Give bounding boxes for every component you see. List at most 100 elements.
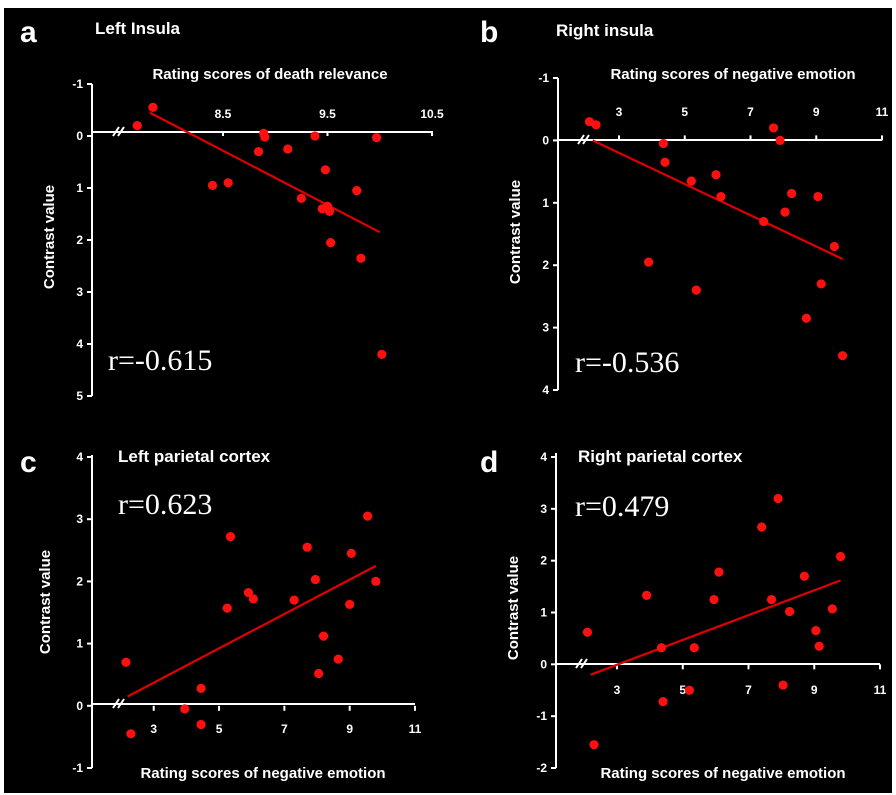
data-point — [121, 657, 131, 667]
y-tick-label: 2 — [76, 233, 83, 247]
panel-c-y-ticks: -1 0 1 2 3 4 — [72, 450, 92, 775]
y-tick-label: -1 — [538, 71, 549, 85]
panel-c-letter: c — [20, 446, 37, 479]
data-point — [324, 206, 335, 216]
panel-d-y-axis-title: Contrast value — [505, 556, 522, 660]
data-point — [372, 132, 382, 143]
y-tick-label: 5 — [76, 389, 83, 403]
panel-b-points — [584, 117, 848, 361]
data-point — [827, 604, 837, 614]
panel-c-x-ticks: 3 5 7 9 11 — [150, 705, 422, 736]
data-point — [644, 257, 654, 267]
y-tick-label: 3 — [540, 502, 547, 516]
data-point — [658, 138, 668, 149]
panel-a-x-ticks: 8.5 9.5 10.5 — [215, 107, 444, 136]
data-point — [222, 603, 232, 613]
data-point — [333, 654, 343, 664]
data-point — [658, 697, 668, 707]
data-point — [356, 253, 366, 263]
data-point — [799, 571, 809, 581]
data-point — [835, 551, 846, 562]
data-point — [656, 643, 666, 653]
panel-a-y-ticks: -1 0 1 2 3 4 5 — [72, 77, 92, 403]
panel-b-r-label: r=-0.536 — [575, 346, 679, 379]
data-point — [582, 627, 593, 637]
data-point — [589, 740, 599, 750]
data-point — [377, 349, 387, 359]
data-point — [709, 594, 719, 605]
panel-d: d Right parietal cortex Rating scores of… — [480, 446, 887, 782]
y-tick-label: 0 — [76, 699, 83, 713]
y-tick-label: 0 — [540, 657, 547, 671]
panel-b: b Right insula Rating scores of negative… — [480, 16, 889, 397]
panel-a-y-axis-title: Contrast value — [41, 185, 58, 289]
data-point — [196, 719, 206, 730]
panel-b-x-ticks: 3 5 7 9 11 — [616, 105, 889, 141]
panel-b-y-ticks: -1 0 1 2 3 4 — [538, 71, 558, 397]
y-tick-label: -1 — [72, 761, 83, 775]
panel-c-r-label: r=0.623 — [118, 488, 212, 521]
data-point — [302, 542, 312, 552]
data-point — [642, 590, 652, 600]
y-tick-label: -2 — [536, 761, 547, 775]
y-tick-label: 2 — [76, 574, 83, 588]
panel-a-title: Left Insula — [95, 19, 181, 38]
x-tick-label: 9 — [346, 722, 353, 736]
x-tick-label: 9 — [813, 105, 820, 119]
data-point — [253, 147, 264, 157]
y-tick-label: 3 — [542, 321, 549, 335]
data-point — [759, 216, 769, 227]
data-point — [363, 511, 373, 521]
panel-d-points — [582, 493, 846, 750]
data-point — [345, 599, 355, 610]
data-point — [816, 279, 826, 289]
panel-d-x-axis-title: Rating scores of negative emotion — [600, 765, 845, 782]
x-tick-label: 9.5 — [319, 107, 336, 121]
data-point — [691, 285, 701, 295]
x-tick-label: 5 — [679, 683, 686, 697]
data-point — [310, 574, 320, 585]
data-point — [785, 606, 795, 617]
y-tick-label: -1 — [72, 77, 83, 91]
data-point — [684, 685, 694, 695]
y-tick-label: 2 — [542, 258, 549, 272]
panel-c-axis-break — [112, 698, 125, 709]
x-tick-label: 8.5 — [215, 107, 232, 121]
data-point — [778, 680, 788, 690]
x-tick-label: 3 — [150, 722, 157, 736]
data-point — [132, 121, 142, 131]
panel-b-x-axis-title: Rating scores of negative emotion — [610, 66, 855, 83]
data-point — [757, 522, 767, 532]
data-point — [289, 595, 299, 605]
y-tick-label: 4 — [540, 450, 547, 464]
panel-d-x-ticks: 3 5 7 9 11 — [614, 664, 887, 697]
data-point — [787, 188, 797, 199]
data-point — [223, 178, 233, 188]
panel-d-title: Right parietal cortex — [578, 447, 743, 466]
x-tick-label: 3 — [616, 105, 623, 119]
x-tick-label: 7 — [281, 722, 288, 736]
data-point — [773, 493, 783, 504]
y-tick-label: 1 — [542, 196, 549, 210]
data-point — [780, 207, 790, 217]
x-tick-label: 7 — [745, 683, 752, 697]
data-point — [766, 594, 777, 605]
panel-c-points — [121, 511, 381, 739]
data-point — [591, 120, 601, 130]
data-point — [711, 170, 721, 180]
data-point — [814, 641, 824, 651]
panel-c-title: Left parietal cortex — [118, 447, 271, 466]
data-point — [716, 191, 726, 202]
x-tick-label: 9 — [811, 683, 818, 697]
data-point — [180, 704, 190, 714]
data-point — [689, 643, 699, 653]
y-tick-label: 3 — [76, 512, 83, 526]
x-tick-label: 5 — [681, 105, 688, 119]
panel-b-axis-break — [577, 134, 590, 145]
y-tick-label: 4 — [542, 383, 549, 397]
y-tick-label: 2 — [540, 554, 547, 568]
figure-background — [4, 8, 892, 793]
data-point — [371, 576, 381, 587]
